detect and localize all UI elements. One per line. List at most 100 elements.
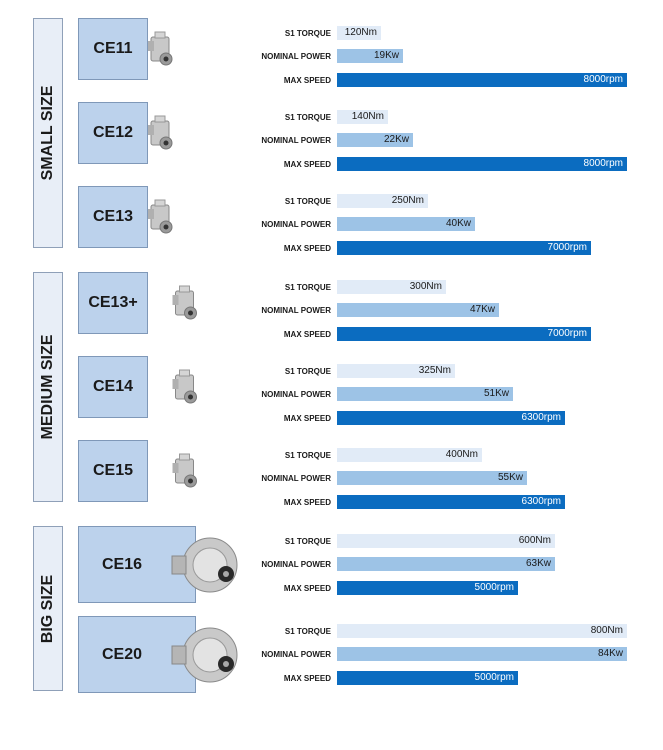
bar-torque: 325Nm (337, 364, 455, 378)
size-group-label: SMALL SIZE (39, 85, 56, 181)
metric-label-speed: MAX SPEED (283, 674, 331, 683)
bar-value-label: 250Nm (391, 195, 424, 206)
metric-label-power: NOMINAL POWER (261, 136, 331, 145)
model-name: CE13 (92, 208, 134, 225)
bar-speed: 5000rpm (337, 581, 518, 595)
metric-label-speed: MAX SPEED (283, 414, 331, 423)
bar-power: 47Kw (337, 303, 499, 317)
motor-icon (172, 453, 197, 488)
metric-label-power: NOMINAL POWER (261, 650, 331, 659)
bar-power: 63Kw (337, 557, 555, 571)
metric-label-speed: MAX SPEED (283, 76, 331, 85)
bar-power: 55Kw (337, 471, 527, 485)
bar-value-label: 5000rpm (474, 582, 514, 593)
metric-label-power: NOMINAL POWER (261, 306, 331, 315)
motor-icon (172, 369, 197, 404)
bar-speed: 6300rpm (337, 495, 565, 509)
model-box-ce12 (78, 102, 148, 164)
bar-torque: 140Nm (337, 110, 388, 124)
metric-label-torque: S1 TORQUE (284, 367, 331, 376)
model-name: CE11 (93, 40, 133, 57)
bar-value-label: 8000rpm (583, 74, 623, 85)
bar-value-label: 7000rpm (547, 242, 587, 253)
bar-value-label: 325Nm (418, 365, 451, 376)
bar-value-label: 51Kw (483, 388, 509, 399)
motor-image (162, 367, 207, 412)
bar-value-label: 47Kw (469, 304, 495, 315)
bar-speed: 7000rpm (337, 241, 591, 255)
model-box-ce13-plus (78, 272, 148, 334)
model-name: CE16 (101, 555, 143, 573)
model-box-ce15 (78, 440, 148, 502)
model-name: CE15 (92, 462, 134, 479)
metric-label-torque: S1 TORQUE (284, 451, 331, 460)
bar-value-label: 63Kw (525, 558, 551, 569)
motor-image (162, 283, 207, 328)
motor-image (145, 197, 175, 242)
metric-label-torque: S1 TORQUE (284, 627, 331, 636)
metric-label-torque: S1 TORQUE (284, 113, 331, 122)
model-box-ce13 (78, 186, 148, 248)
motor-image (170, 530, 240, 605)
bar-speed: 8000rpm (337, 73, 627, 87)
metric-label-speed: MAX SPEED (283, 498, 331, 507)
metric-label-power: NOMINAL POWER (261, 474, 331, 483)
bar-power: 51Kw (337, 387, 513, 401)
bar-value-label: 800Nm (590, 625, 623, 636)
bar-speed: 6300rpm (337, 411, 565, 425)
model-name: CE12 (92, 124, 134, 141)
bar-value-label: 55Kw (497, 472, 523, 483)
metric-label-speed: MAX SPEED (283, 584, 331, 593)
bar-value-label: 40Kw (445, 218, 471, 229)
motor-icon (171, 537, 238, 592)
bar-value-label: 84Kw (597, 648, 623, 659)
bar-value-label: 8000rpm (583, 158, 623, 169)
metric-label-torque: S1 TORQUE (284, 29, 331, 38)
bar-torque: 250Nm (337, 194, 428, 208)
metric-label-torque: S1 TORQUE (284, 197, 331, 206)
metric-label-power: NOMINAL POWER (261, 52, 331, 61)
metric-label-speed: MAX SPEED (283, 330, 331, 339)
model-box-ce14 (78, 356, 148, 418)
bar-power: 84Kw (337, 647, 627, 661)
metric-label-power: NOMINAL POWER (261, 390, 331, 399)
bar-value-label: 5000rpm (474, 672, 514, 683)
bar-torque: 800Nm (337, 624, 627, 638)
bar-value-label: 120Nm (344, 27, 377, 38)
model-box-ce11 (78, 18, 148, 80)
motor-image (145, 113, 175, 158)
metric-label-torque: S1 TORQUE (284, 537, 331, 546)
motor-icon (148, 115, 173, 150)
bar-value-label: 7000rpm (547, 328, 587, 339)
bar-power: 40Kw (337, 217, 475, 231)
metric-label-power: NOMINAL POWER (261, 220, 331, 229)
model-name: CE13+ (88, 294, 138, 311)
motor-icon (171, 627, 238, 682)
motor-icon (148, 31, 173, 66)
motor-icon (172, 285, 197, 320)
bar-power: 19Kw (337, 49, 403, 63)
metric-label-torque: S1 TORQUE (284, 283, 331, 292)
bar-value-label: 140Nm (351, 111, 384, 122)
motor-icon (148, 199, 173, 234)
bar-value-label: 400Nm (445, 449, 478, 460)
bar-value-label: 19Kw (373, 50, 399, 61)
bar-value-label: 22Kw (383, 134, 409, 145)
bar-speed: 8000rpm (337, 157, 627, 171)
size-group-label: BIG SIZE (39, 574, 56, 643)
bar-torque: 600Nm (337, 534, 555, 548)
metric-label-power: NOMINAL POWER (261, 560, 331, 569)
model-name: CE14 (92, 378, 134, 395)
bar-torque: 400Nm (337, 448, 482, 462)
size-group-bar (33, 526, 63, 691)
bar-value-label: 6300rpm (521, 496, 561, 507)
size-group-bar (33, 18, 63, 248)
model-name: CE20 (101, 645, 143, 663)
metric-label-speed: MAX SPEED (283, 244, 331, 253)
motor-image (170, 620, 240, 695)
bar-power: 22Kw (337, 133, 413, 147)
bar-value-label: 600Nm (518, 535, 551, 546)
bar-value-label: 6300rpm (521, 412, 561, 423)
motor-image (162, 451, 207, 496)
bar-speed: 7000rpm (337, 327, 591, 341)
